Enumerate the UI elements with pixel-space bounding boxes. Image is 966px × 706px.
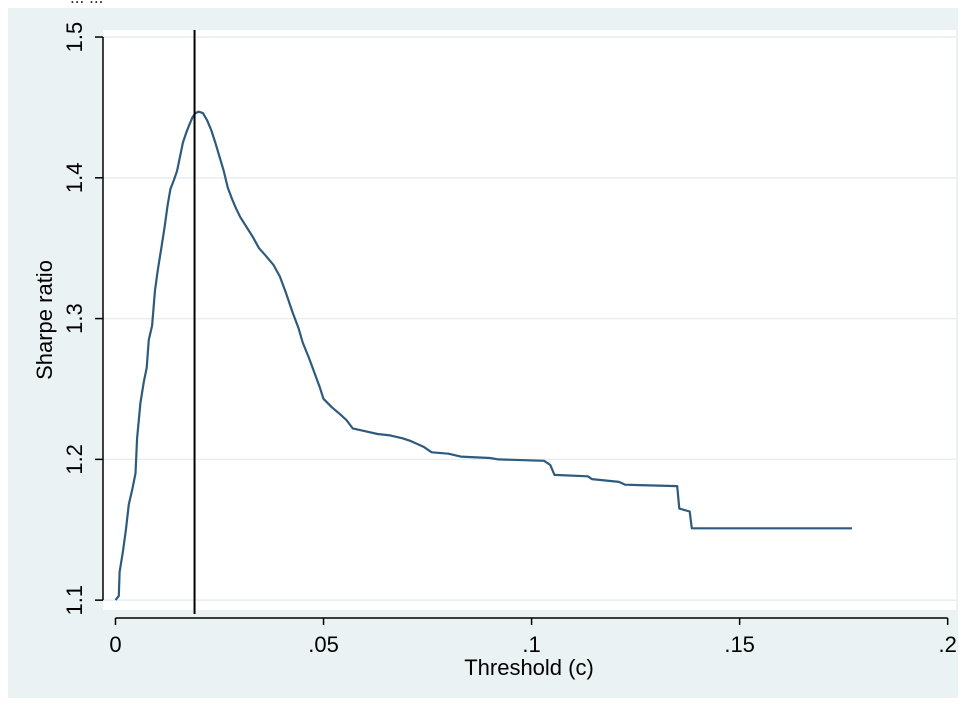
x-tick-label-0: 0 — [109, 632, 121, 657]
x-axis-label: Threshold (c) — [464, 655, 594, 680]
y-tick-label-2: 1.3 — [62, 303, 87, 334]
caption-fragment: ... ... — [0, 0, 966, 8]
y-axis-label: Sharpe ratio — [32, 260, 57, 380]
grid-lines — [103, 36, 956, 601]
series-line-sharpe-ratio — [114, 110, 852, 601]
y-tick-label-3: 1.4 — [62, 163, 87, 194]
x-tick-label-1: .05 — [308, 632, 339, 657]
x-tick-label-3: .15 — [724, 632, 755, 657]
y-tick-label-1: 1.2 — [62, 444, 87, 475]
x-tick-label-2: .1 — [522, 632, 540, 657]
axes: 1.1 1.2 1.3 1.4 1.5 0 .05 .1 .15 .2 — [62, 22, 957, 657]
caption-fragment-text: ... ... — [70, 0, 103, 7]
x-tick-label-4: .2 — [938, 632, 956, 657]
y-tick-label-0: 1.1 — [62, 585, 87, 616]
plot-area — [103, 30, 956, 610]
series-layer — [114, 110, 852, 601]
y-tick-label-4: 1.5 — [62, 22, 87, 53]
